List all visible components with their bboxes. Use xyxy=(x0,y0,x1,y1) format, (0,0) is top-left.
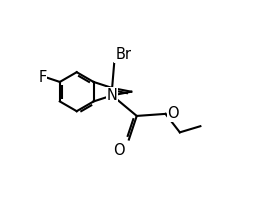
Text: O: O xyxy=(113,143,124,158)
Text: O: O xyxy=(167,106,179,121)
Text: F: F xyxy=(38,70,47,85)
Text: N: N xyxy=(107,88,118,103)
Text: Br: Br xyxy=(115,47,131,62)
